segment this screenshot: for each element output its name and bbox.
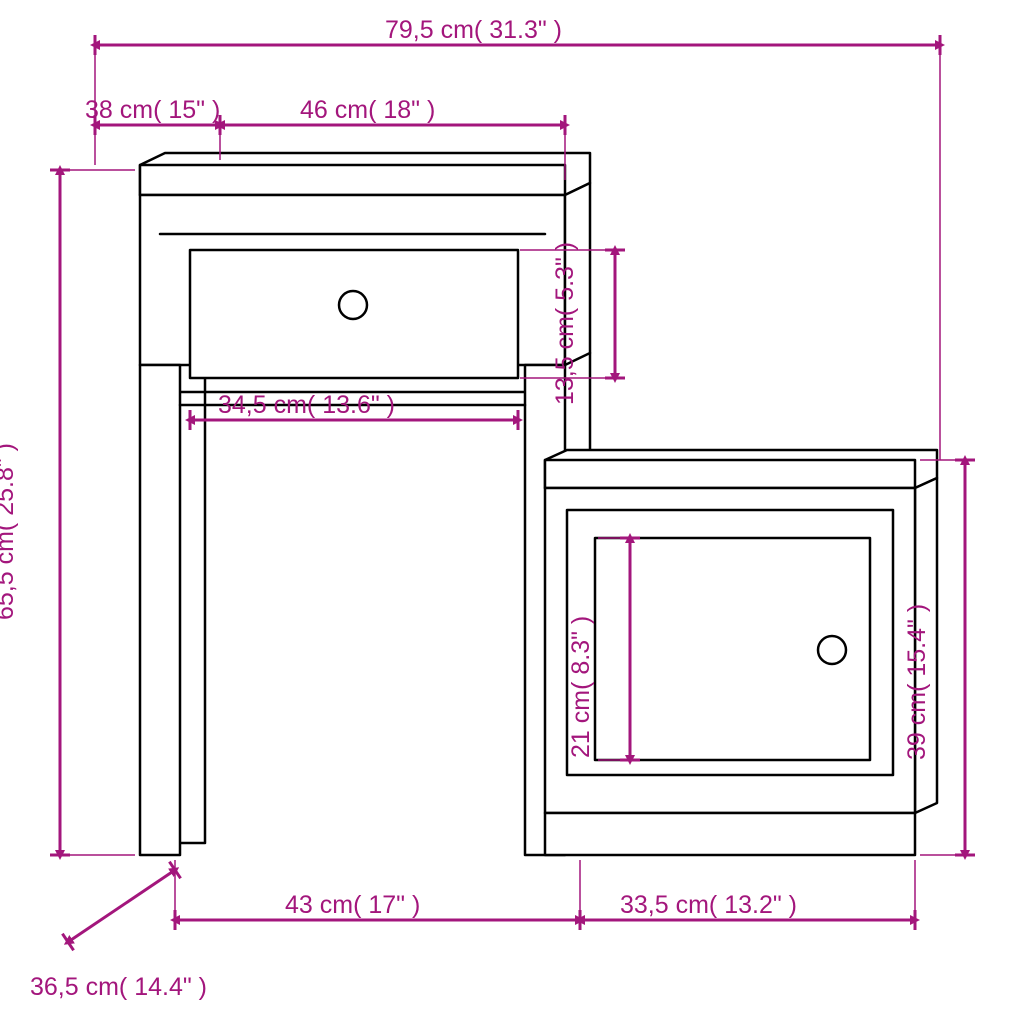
dim-label-tall_base: 43 cm( 17" ) (285, 893, 420, 918)
dim-label-total_width: 79,5 cm( 31.3" ) (385, 18, 562, 43)
dim-label-door_height: 21 cm( 8.3" ) (569, 616, 594, 758)
diagram-stage: 79,5 cm( 31.3" ) 38 cm( 15" ) 46 cm( 18" )… (0, 0, 1024, 1024)
dim-label-depth_bottom: 36,5 cm( 14.4" ) (30, 975, 207, 1000)
dim-label-tall_top: 46 cm( 18" ) (300, 98, 435, 123)
dim-label-short_base: 33,5 cm( 13.2" ) (620, 893, 797, 918)
dim-label-tall_height: 65,5 cm( 25.8" ) (0, 443, 18, 620)
dim-label-depth_top: 38 cm( 15" ) (85, 98, 220, 123)
dim-label-short_height: 39 cm( 15.4" ) (905, 604, 930, 760)
dim-label-drawer_width: 34,5 cm( 13.6" ) (218, 393, 395, 418)
dim-label-drawer_height: 13,5 cm( 5.3" ) (553, 242, 578, 405)
dimension-drawing (0, 0, 1024, 1024)
